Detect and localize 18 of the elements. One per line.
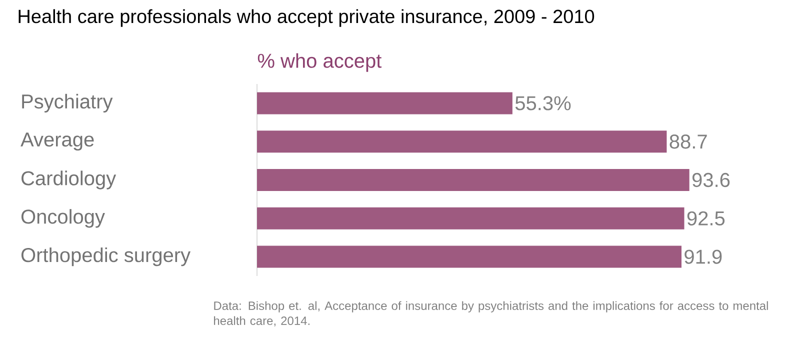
data-label: 93.6 <box>692 172 730 188</box>
y-tick-label: Cardiology <box>22 170 116 190</box>
bar <box>257 246 682 268</box>
bar <box>257 169 690 191</box>
y-tick-label: Average <box>20 132 94 151</box>
data-label: 88.7 <box>670 134 707 149</box>
y-tick-label: Psychiatry <box>22 94 113 113</box>
y-tick-label: Oncology <box>21 209 105 228</box>
data-label: 91.9 <box>684 250 722 264</box>
data-label: 55.3% <box>515 96 571 110</box>
bar <box>257 207 684 230</box>
bar <box>257 130 667 153</box>
text: Data: Bishop et. al, Acceptance of insurance by psychiatrists and the implications for access to mental health care, 2014. <box>214 301 768 326</box>
data-label: 92.5 <box>687 211 725 226</box>
chart-subtitle: % who accept <box>258 53 382 72</box>
y-tick-label: Orthopedic surgery <box>21 247 191 266</box>
bar <box>257 92 512 114</box>
chart-title: Health care professionals who accept private insurance, 2009 - 2010 <box>18 9 594 27</box>
